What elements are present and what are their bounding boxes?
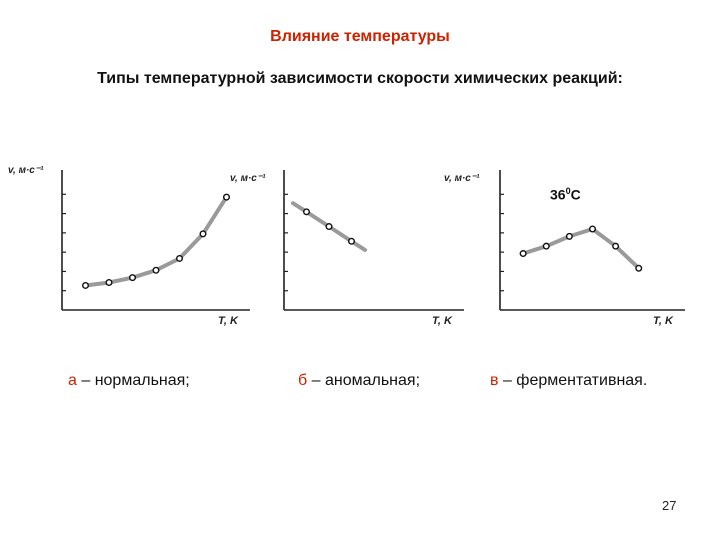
temperature-annotation: 360C bbox=[550, 186, 581, 203]
data-point bbox=[303, 208, 311, 216]
data-point bbox=[175, 254, 183, 262]
data-point bbox=[635, 264, 643, 272]
slide-title: Влияние температуры bbox=[270, 28, 450, 45]
y-axis-label: v, м·с⁻¹ bbox=[230, 173, 266, 184]
y-axis-label: v, м·с⁻¹ bbox=[444, 173, 480, 184]
data-point bbox=[128, 274, 136, 282]
x-axis-label: T, K bbox=[218, 315, 239, 327]
data-point bbox=[152, 266, 160, 274]
data-point bbox=[612, 242, 620, 250]
data-point bbox=[542, 242, 550, 250]
data-point bbox=[519, 250, 527, 258]
data-point bbox=[565, 232, 573, 240]
y-axis-label: v, м·с⁻¹ bbox=[8, 165, 44, 176]
data-point bbox=[348, 237, 356, 245]
caption-anomalous: б – аномальная; bbox=[298, 372, 421, 389]
data-point bbox=[105, 279, 113, 287]
data-point bbox=[222, 193, 230, 201]
data-point bbox=[589, 225, 597, 233]
caption-normal: а – нормальная; bbox=[68, 372, 190, 389]
page-number: 27 bbox=[662, 498, 677, 513]
slide-subtitle: Типы температурной зависимости скорости … bbox=[97, 70, 623, 87]
data-point bbox=[199, 230, 207, 238]
series-line bbox=[521, 227, 641, 271]
data-point bbox=[325, 223, 333, 231]
data-point bbox=[81, 281, 89, 289]
x-axis-label: T, K bbox=[653, 315, 674, 327]
caption-enzymatic: в – ферментативная. bbox=[490, 372, 648, 389]
x-axis-label: T, K bbox=[432, 315, 453, 327]
